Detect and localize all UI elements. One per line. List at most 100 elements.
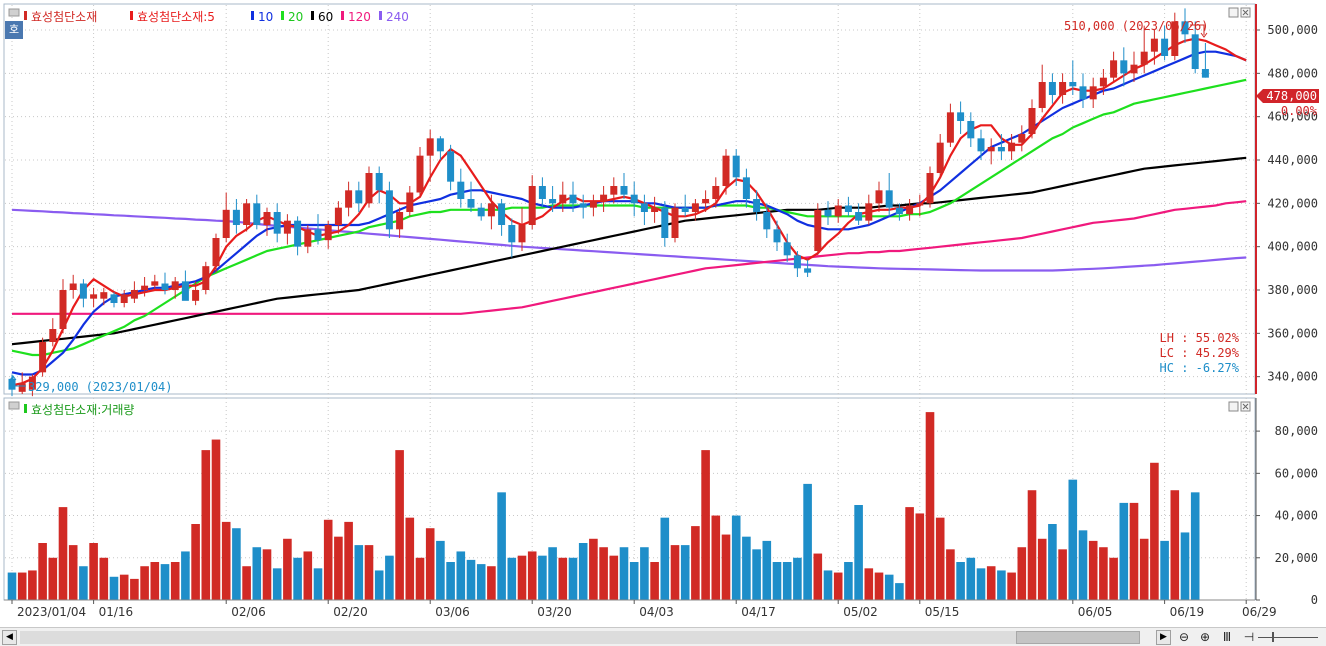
date-tick-label: 03/06 (435, 605, 470, 619)
candle-body (1059, 82, 1067, 95)
price-tick-label: 420,000 (1267, 196, 1318, 210)
candle-body (263, 212, 271, 225)
volume-bar (293, 557, 302, 600)
chart-scrollbar[interactable]: ◀ ▶ ⊖ ⊕ Ⅲ ⊣ (0, 627, 1326, 646)
volume-bar (89, 543, 98, 600)
candle-body (834, 205, 842, 217)
candle-body (487, 203, 495, 217)
volume-bar (385, 555, 394, 600)
zoom-out-icon[interactable]: ⊖ (1178, 630, 1190, 644)
volume-bar (884, 574, 894, 600)
volume-bar (548, 547, 557, 600)
candle-body (1140, 51, 1148, 65)
volume-bar (1109, 557, 1118, 600)
volume-bar (976, 568, 986, 600)
candle-body (28, 376, 36, 390)
bar-count-icon[interactable]: Ⅲ (1222, 630, 1232, 644)
date-tick-label: 06/19 (1170, 605, 1205, 619)
volume-bar (476, 564, 486, 600)
candle-body (630, 194, 638, 204)
volume-bar (956, 562, 965, 600)
volume-bar (191, 524, 200, 600)
volume-bar (303, 551, 313, 600)
volume-bar (374, 570, 384, 600)
volume-bar (925, 412, 935, 600)
volume-bar (1078, 530, 1088, 600)
volume-panel-minimize-icon[interactable] (1228, 401, 1239, 412)
volume-bar (405, 517, 415, 600)
volume-bar (701, 450, 710, 600)
chart-canvas[interactable]: 340,000 360,000 380,000 400,000 420,000 440,0… (0, 0, 1326, 627)
candle-body (824, 209, 832, 217)
candle-body (232, 209, 240, 225)
zoom-in-icon[interactable]: ⊕ (1199, 630, 1211, 644)
candle-body (528, 186, 536, 225)
volume-bar (252, 547, 262, 600)
date-tick-label: 06/05 (1078, 605, 1113, 619)
candle-body (814, 209, 822, 251)
volume-bar (1088, 540, 1098, 600)
volume-bar (997, 570, 1006, 600)
candle-body (1161, 38, 1169, 56)
scroll-thumb[interactable] (1016, 631, 1140, 644)
high-price-label: 510,000 (2023/06/26) (1064, 19, 1209, 33)
volume-bar (660, 517, 670, 600)
ho-button[interactable]: 호 (5, 21, 23, 39)
volume-bar (425, 528, 435, 600)
legend-ma20-label: 20 (288, 10, 303, 24)
ma240-line (11, 208, 1247, 272)
volume-bar (119, 574, 129, 600)
volume-bar (79, 566, 88, 600)
volume-bar (170, 562, 180, 600)
candle-body (1008, 142, 1016, 152)
price-tick-label: 460,000 (1267, 110, 1318, 124)
candle-body (100, 292, 108, 299)
candle-body (416, 155, 424, 193)
candle-body (202, 266, 210, 290)
candle-body (977, 138, 985, 152)
price-panel-minimize-icon[interactable] (1228, 7, 1239, 18)
ma120-line (12, 200, 1247, 315)
volume-bar (711, 515, 721, 600)
scroll-left-icon[interactable]: ◀ (2, 630, 17, 645)
volume-bar (456, 551, 466, 600)
legend-ma240-marker (379, 11, 382, 20)
range-slider-icon[interactable]: ⊣ (1243, 630, 1255, 644)
legend-ma10-label: 10 (258, 10, 273, 24)
date-tick-label: 02/20 (333, 605, 368, 619)
volume-bar (935, 517, 945, 600)
volume-bar (1180, 532, 1190, 600)
volume-bar (1139, 538, 1149, 600)
volume-bar (599, 547, 608, 600)
scroll-right-icon[interactable]: ▶ (1156, 630, 1171, 645)
range-slider-track[interactable] (1258, 637, 1318, 638)
high-annotation: 510,000 (2023/06/26) (1064, 19, 1209, 38)
volume-bar (446, 562, 455, 600)
volume-bar (772, 562, 782, 600)
scroll-track[interactable] (20, 631, 1140, 644)
candle-body (1069, 82, 1077, 87)
candle-body (345, 190, 353, 208)
volume-bar (334, 536, 343, 600)
range-slider-handle[interactable] (1272, 632, 1274, 642)
volume-bar (578, 543, 588, 600)
legend-menu-icon[interactable] (8, 8, 20, 17)
candle-body (59, 290, 67, 329)
volume-menu-icon[interactable] (8, 401, 20, 410)
candle-body (498, 203, 506, 225)
legend-ma120-label: 120 (348, 10, 371, 24)
candle-body (804, 268, 812, 273)
volume-bar (864, 568, 874, 600)
high-pointer (1190, 24, 1205, 35)
volume-bar (38, 543, 47, 600)
candle-body (1018, 134, 1026, 143)
candle-body (906, 205, 914, 215)
volume-bar (1099, 547, 1108, 600)
date-tick-label: 01/16 (99, 605, 134, 619)
volume-tick-label: 20,000 (1275, 551, 1318, 565)
volume-tick-label: 40,000 (1275, 509, 1318, 523)
candle-body (8, 378, 16, 390)
candle-body (375, 173, 383, 191)
candle-body (742, 177, 750, 199)
volume-bar (538, 555, 547, 600)
